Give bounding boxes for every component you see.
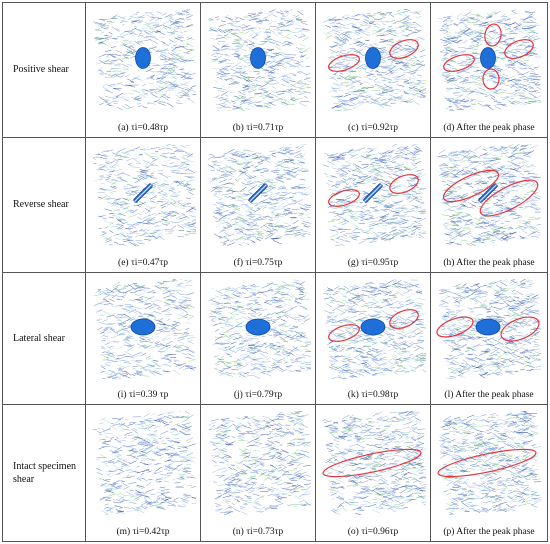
panel-caption: (d) After the peak phase: [443, 123, 535, 133]
row-label: Lateral shear: [3, 273, 86, 404]
figure-panel: (a) τi=0.48τp: [86, 3, 201, 137]
crack-network: [92, 9, 196, 111]
crack-highlight-ellipse: [389, 174, 419, 194]
figure-panel: (i) τi=0.39 τp: [86, 273, 201, 404]
figure-panel: (g) τi=0.95τp: [316, 138, 431, 272]
flaw-bar-highlight: [479, 184, 497, 202]
crack-network: [92, 144, 196, 246]
row-label: Positive shear: [3, 3, 86, 137]
crack-highlight-ellipse: [328, 189, 360, 207]
crack-network: [92, 411, 196, 515]
flaw-disk: [130, 318, 156, 336]
panel-caption: (g) τi=0.95τp: [347, 258, 399, 268]
figure-panel: (f) τi=0.75τp: [201, 138, 316, 272]
figure-row: Intact specimen shear (m) τi=0.42τp (n) …: [3, 405, 547, 541]
panel-caption: (e) τi=0.47τp: [118, 258, 168, 268]
figure-panel: (h) After the peak phase: [431, 138, 547, 272]
flaw-disk: [360, 318, 386, 336]
panel-caption: (j) τi=0.79τp: [233, 390, 283, 400]
flaw-bar-highlight: [134, 184, 152, 202]
crack-network: [323, 279, 426, 379]
crack-highlight-ellipse: [328, 324, 360, 342]
crack-network-image: [207, 144, 311, 246]
figure-panel: (b) τi=0.71τp: [201, 3, 316, 137]
crack-network: [322, 9, 426, 111]
panel-caption: (o) τi=0.96τp: [347, 527, 399, 537]
crack-highlight-ellipse: [328, 54, 360, 72]
crack-network-image: [93, 279, 196, 379]
crack-network-image: [437, 144, 541, 246]
crack-network: [438, 411, 541, 515]
crack-highlight-ellipse: [389, 39, 419, 59]
figure-panel: (k) τi=0.98τp: [316, 273, 431, 404]
crack-highlight-ellipse: [482, 68, 500, 90]
panel-caption: (l) After the peak phase: [444, 390, 534, 400]
figure-panel: (c) τi=0.92τp: [316, 3, 431, 137]
figure-panel: (e) τi=0.47τp: [86, 138, 201, 272]
figure-row: Lateral shear (i) τi=0.39 τp (j) τi=0.79…: [3, 273, 547, 405]
crack-network-image: [207, 411, 311, 515]
crack-network-image: [92, 411, 196, 515]
figure-panel: (p) After the peak phase: [431, 405, 547, 541]
panel-caption: (m) τi=0.42τp: [116, 527, 170, 537]
panel-caption: (k) τi=0.98τp: [347, 390, 399, 400]
panel-caption: (f) τi=0.75τp: [233, 258, 283, 268]
figure-panel: (l) After the peak phase: [431, 273, 547, 404]
crack-highlight-ellipse: [322, 448, 422, 478]
crack-network-image: [208, 9, 311, 111]
flaw-bar-highlight: [364, 184, 382, 202]
crack-highlight-ellipse: [436, 316, 474, 338]
crack-highlight-ellipse: [504, 39, 534, 59]
row-label: Reverse shear: [3, 138, 86, 272]
crack-network-image: [437, 9, 541, 111]
figure-panel: (n) τi=0.73τp: [201, 405, 316, 541]
crack-highlight-ellipse: [437, 448, 537, 478]
crack-highlight-ellipse: [500, 316, 540, 342]
flaw-ellipse: [135, 47, 151, 69]
flaw-ellipse: [365, 47, 381, 69]
crack-highlight-ellipse: [484, 23, 502, 47]
crack-network: [437, 9, 541, 111]
crack-network: [437, 144, 541, 246]
flaw-ellipse: [480, 47, 496, 69]
figure-panel: (o) τi=0.96τp: [316, 405, 431, 541]
crack-network-image: [323, 144, 426, 246]
crack-network-image: [437, 411, 541, 515]
panel-caption: (c) τi=0.92τp: [348, 123, 398, 133]
crack-network: [322, 411, 426, 515]
panel-caption: (p) After the peak phase: [443, 527, 535, 537]
crack-network-image: [322, 9, 426, 111]
crack-network-image: [322, 411, 426, 515]
flaw-bar-highlight: [249, 184, 267, 202]
crack-network: [207, 144, 311, 246]
panel-caption: (a) τi=0.48τp: [118, 123, 168, 133]
crack-network: [208, 9, 311, 111]
crack-highlight-ellipse: [443, 54, 475, 72]
row-label: Intact specimen shear: [3, 405, 86, 541]
panel-caption: (i) τi=0.39 τp: [117, 390, 169, 400]
flaw-disk: [475, 318, 501, 336]
figure-row: Reverse shear (e) τi=0.47τp (f) τi=0.75τ…: [3, 138, 547, 273]
figure-panel: (m) τi=0.42τp: [86, 405, 201, 541]
crack-network: [323, 144, 426, 246]
panel-caption: (h) After the peak phase: [443, 258, 535, 268]
crack-network-image: [92, 9, 196, 111]
crack-network: [93, 279, 196, 379]
crack-network-image: [323, 279, 426, 379]
figure-panel: (d) After the peak phase: [431, 3, 547, 137]
crack-highlight-ellipse: [442, 169, 500, 203]
panel-caption: (b) τi=0.71τp: [232, 123, 284, 133]
crack-network-image: [208, 279, 311, 379]
crack-network-image: [92, 144, 196, 246]
panel-caption: (n) τi=0.73τp: [232, 527, 284, 537]
figure-row: Positive shear (a) τi=0.48τp (b) τi=0.71…: [3, 3, 547, 138]
flaw-disk: [245, 318, 271, 336]
crack-network: [207, 411, 311, 515]
figure-panel: (j) τi=0.79τp: [201, 273, 316, 404]
crack-highlight-ellipse: [479, 179, 539, 217]
crack-highlight-ellipse: [389, 309, 419, 329]
flaw-ellipse: [250, 47, 266, 69]
crack-network-image: [436, 279, 541, 379]
